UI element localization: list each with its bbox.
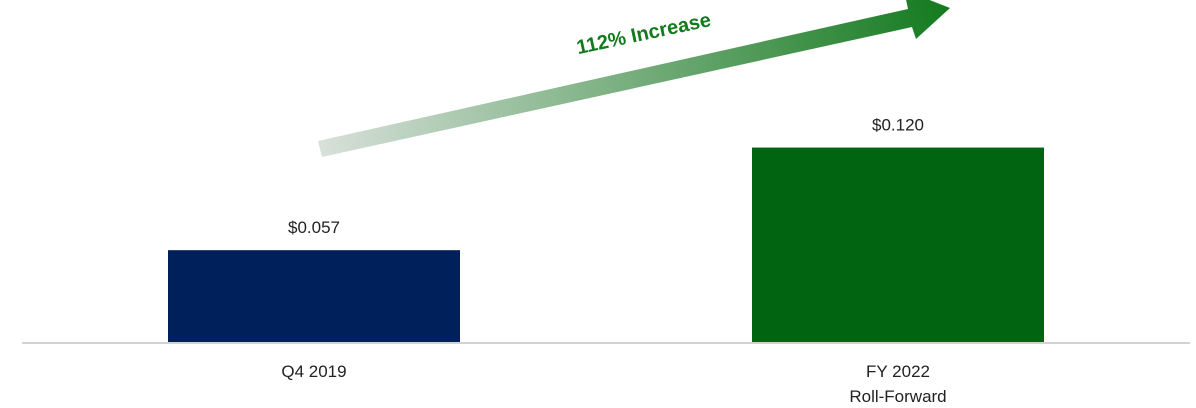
data-label-2: $0.120 [872,116,924,135]
labels-layer: $0.057 $0.120 [288,116,924,238]
bar-1 [168,250,460,343]
bars-layer [168,147,1044,343]
increase-annotation: 112% Increase [575,9,713,59]
ticks-layer: Q4 2019 FY 2022 Roll-Forward [281,362,946,406]
bar-2 [752,147,1044,343]
x-tick-label-2: FY 2022 Roll-Forward [849,362,946,406]
data-label-1: $0.057 [288,218,340,237]
increase-arrow-icon [318,0,950,157]
x-tick-label-1: Q4 2019 [281,362,346,381]
